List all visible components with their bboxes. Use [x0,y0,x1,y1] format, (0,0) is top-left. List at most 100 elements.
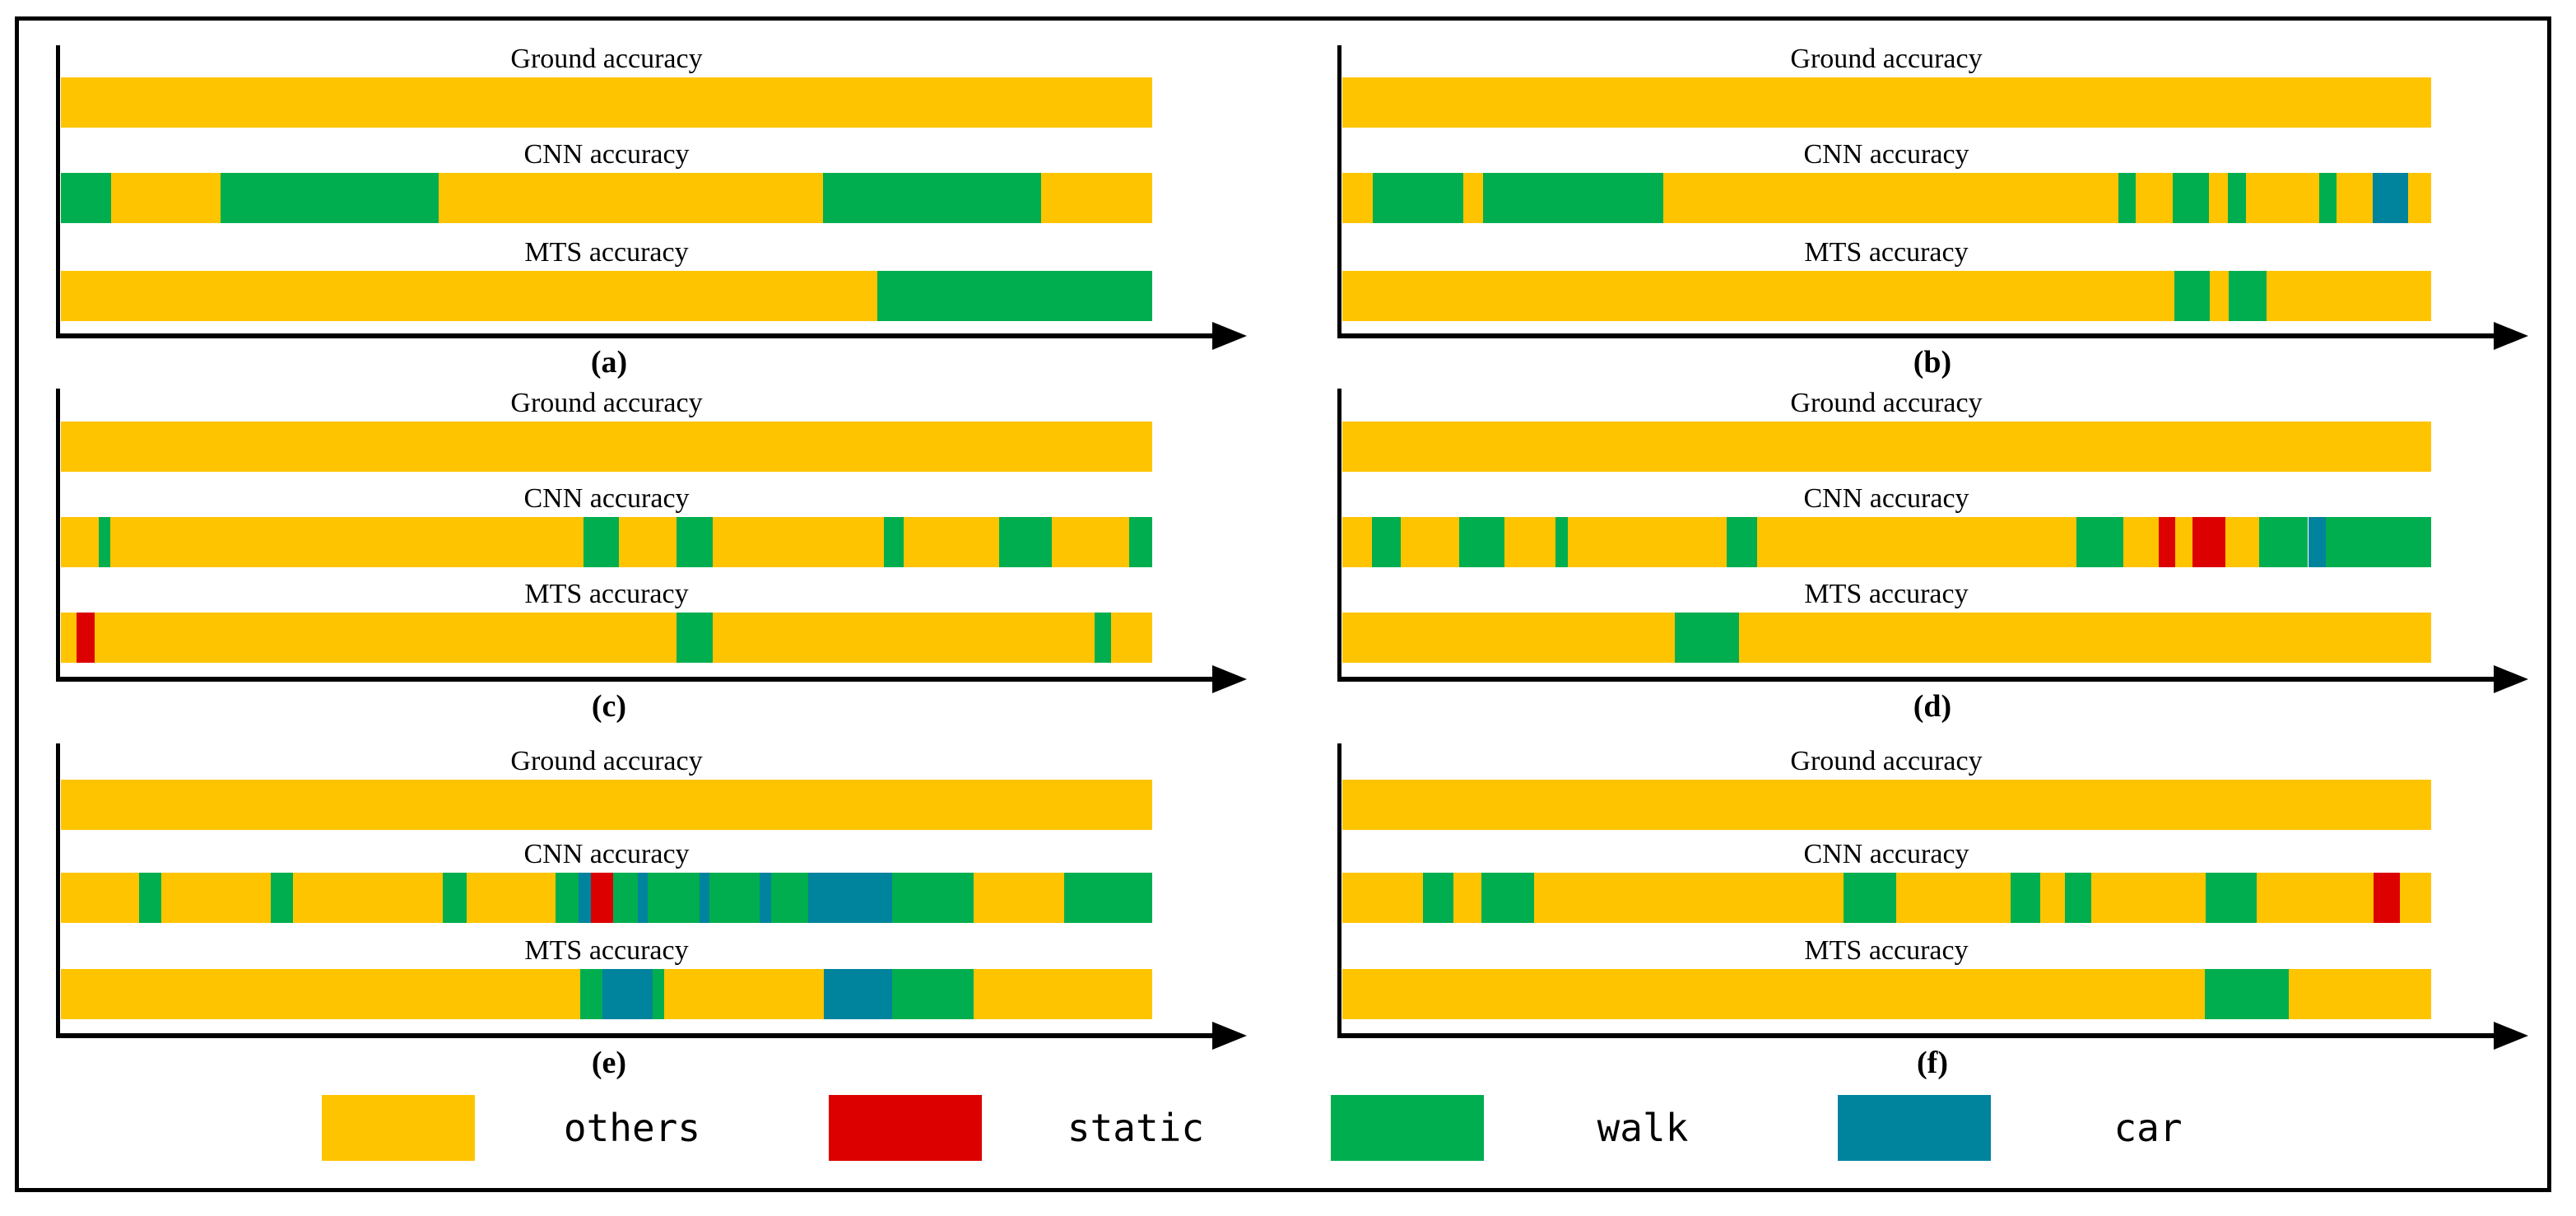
bar-row-a-2 [61,271,1152,321]
bar-segment-static [2159,517,2176,567]
bar-segment-walk [892,969,974,1019]
panel-letter-e: (e) [591,1046,627,1080]
bar-title-c-0: Ground accuracy [510,388,703,418]
bar-segment-others [1342,873,1423,923]
bar-segment-walk [652,969,665,1019]
bar-row-f-1 [1342,873,2431,923]
bar-segment-others [1453,873,1482,923]
bar-segment-others [1110,613,1152,663]
bar-segment-others [1342,780,2431,830]
bar-row-e-2 [61,969,1152,1019]
x-axis-arrow-icon [2494,1022,2528,1050]
bar-segment-others [2091,873,2206,923]
bar-segment-others [1533,873,1844,923]
bar-segment-others [2040,873,2066,923]
bar-row-c-2 [61,613,1152,663]
bar-segment-others [2336,173,2373,223]
x-axis-d [1337,677,2495,682]
panel-letter-b: (b) [1913,345,1952,380]
bar-segment-others [1504,517,1556,567]
bar-row-d-0 [1342,422,2431,472]
x-axis-a [56,333,1214,338]
bar-segment-others [2257,873,2374,923]
bar-segment-others [2225,517,2259,567]
x-axis-arrow-icon [1212,665,1247,693]
x-axis-arrow-icon [1212,322,1247,350]
bar-segment-others [2123,517,2160,567]
bar-segment-car [2372,173,2409,223]
bar-segment-walk [1063,873,1152,923]
bar-segment-others [973,969,1152,1019]
bar-segment-walk [1422,873,1453,923]
bar-segment-others [1663,173,2119,223]
bar-row-d-1 [1342,517,2431,567]
panel-letter-f: (f) [1917,1046,1948,1080]
bar-segment-walk [2318,173,2337,223]
bar-segment-others [95,613,677,663]
bar-segment-walk [822,173,1041,223]
bar-row-f-0 [1342,780,2431,830]
legend-label-walk: walk [1597,1106,1689,1150]
bar-segment-walk [2258,517,2309,567]
bar-segment-car [699,873,709,923]
bar-segment-walk [1481,873,1534,923]
bar-segment-walk [1129,517,1152,567]
legend-swatch-car [1838,1095,1991,1161]
bar-segment-others [2175,517,2193,567]
x-axis-b [1337,333,2495,338]
bar-segment-others [1757,517,2076,567]
bar-segment-static [76,613,95,663]
bar-title-b-0: Ground accuracy [1790,44,1983,74]
x-axis-arrow-icon [2494,322,2528,350]
bar-segment-others [2210,271,2229,321]
bar-title-d-2: MTS accuracy [1804,579,1969,609]
bar-segment-walk [2174,271,2211,321]
legend-label-static: static [1067,1106,1205,1150]
y-axis-e [56,743,60,1038]
bar-segment-others [1342,613,1675,663]
bar-segment-walk [876,271,1152,321]
bar-segment-others [1567,517,1727,567]
bar-title-f-2: MTS accuracy [1804,935,1969,966]
panel-letter-c: (c) [591,689,627,724]
bar-segment-others [61,780,1152,830]
bar-segment-others [160,873,271,923]
bar-segment-car [823,969,893,1019]
bar-title-d-0: Ground accuracy [1790,388,1983,418]
bar-segment-others [61,517,100,567]
bar-title-e-1: CNN accuracy [523,839,690,869]
bar-segment-others [61,271,877,321]
panel-letter-a: (a) [590,345,628,380]
legend-swatch-others [322,1095,475,1161]
figure-border [15,16,2551,1192]
bar-segment-others [973,873,1064,923]
bar-segment-others [1401,517,1459,567]
x-axis-e [56,1033,1214,1038]
bar-segment-walk [2065,873,2092,923]
bar-segment-others [712,613,1095,663]
bar-segment-walk [1727,517,1758,567]
bar-segment-walk [999,517,1052,567]
x-axis-arrow-icon [2494,665,2528,693]
y-axis-b [1337,45,1341,338]
x-axis-arrow-icon [1212,1022,1247,1050]
bar-segment-walk [1458,517,1505,567]
bar-segment-others [712,517,884,567]
bar-segment-walk [1094,613,1111,663]
bar-segment-others [664,969,824,1019]
bar-segment-walk [61,173,111,223]
bar-row-e-0 [61,780,1152,830]
bar-segment-walk [2206,873,2257,923]
x-axis-c [56,677,1214,682]
bar-segment-walk [892,873,974,923]
bar-row-f-2 [1342,969,2431,1019]
bar-segment-others [61,422,1152,472]
bar-segment-others [1738,613,2431,663]
bar-segment-walk [1843,873,1897,923]
bar-row-b-2 [1342,271,2431,321]
bar-segment-walk [220,173,439,223]
bar-row-c-0 [61,422,1152,472]
bar-segment-others [2267,271,2431,321]
bar-segment-car [759,873,772,923]
